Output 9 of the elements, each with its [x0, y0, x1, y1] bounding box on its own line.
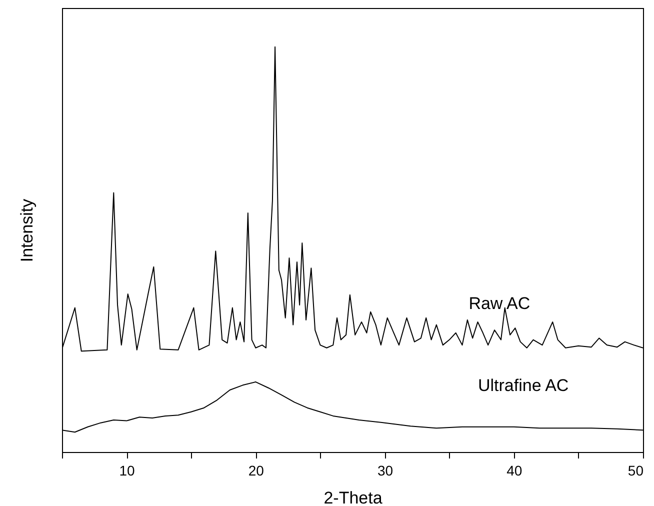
x-tick-label: 10 — [119, 462, 136, 478]
x-tick-label: 40 — [506, 462, 522, 478]
x-tick-label: 20 — [248, 462, 264, 478]
y-axis-title: Intensity — [18, 198, 36, 262]
x-axis-title: 2-Theta — [324, 488, 383, 506]
x-tick-label: 30 — [377, 462, 394, 478]
series-label: Ultrafine AC — [478, 376, 569, 396]
x-tick-label: 50 — [628, 462, 644, 478]
series-label: Raw AC — [468, 294, 530, 313]
